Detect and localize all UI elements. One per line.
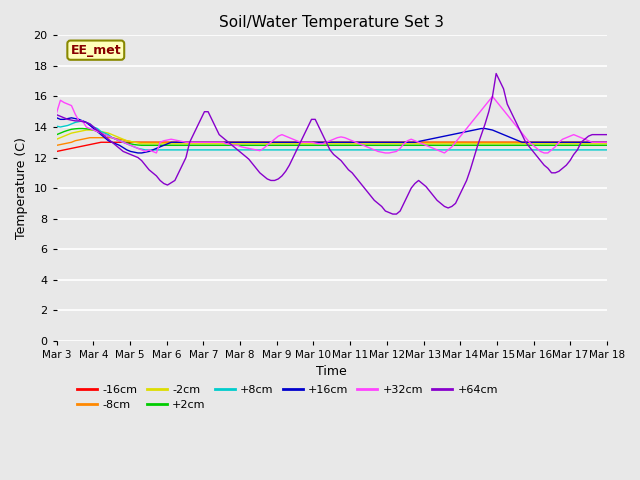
Legend: -16cm, -8cm, -2cm, +2cm, +8cm, +16cm, +32cm, +64cm: -16cm, -8cm, -2cm, +2cm, +8cm, +16cm, +3… [73,380,503,415]
Y-axis label: Temperature (C): Temperature (C) [15,137,28,239]
X-axis label: Time: Time [316,365,347,378]
Text: EE_met: EE_met [70,44,121,57]
Title: Soil/Water Temperature Set 3: Soil/Water Temperature Set 3 [220,15,444,30]
